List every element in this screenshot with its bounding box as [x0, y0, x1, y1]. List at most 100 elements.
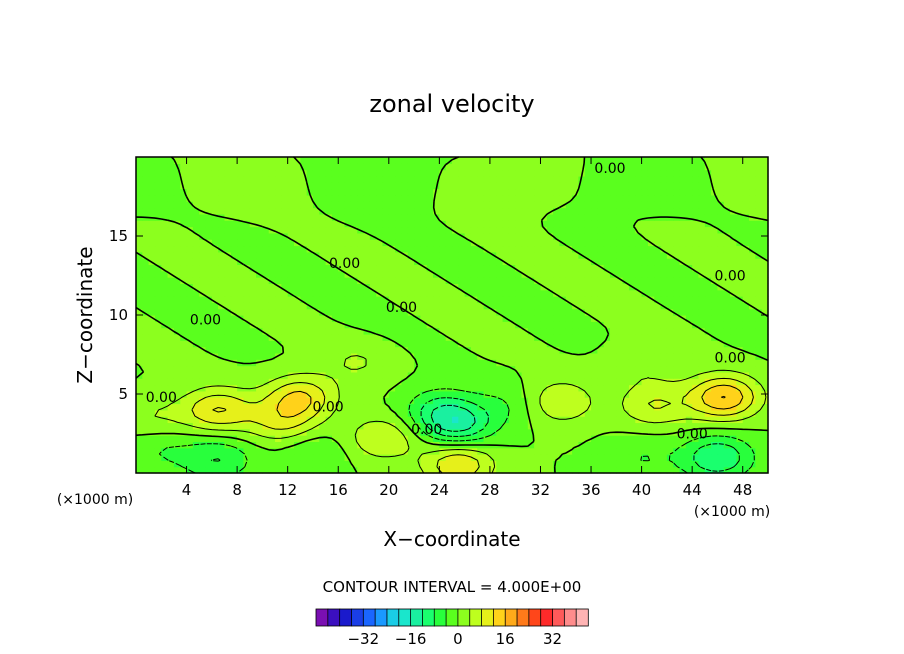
field-cell [572, 188, 579, 196]
field-cell [527, 296, 535, 303]
field-cell [287, 466, 295, 474]
field-cell [572, 321, 579, 329]
field-cell [603, 264, 611, 272]
field-cell [211, 232, 219, 240]
field-cell [578, 207, 586, 215]
field-cell [578, 359, 586, 367]
field-cell [180, 232, 188, 240]
field-cell [395, 333, 403, 341]
field-cell [211, 403, 219, 411]
field-cell [685, 182, 693, 190]
field-cell [508, 201, 516, 209]
field-cell [641, 245, 649, 253]
field-cell [730, 352, 737, 360]
field-cell [363, 251, 371, 259]
field-cell [363, 163, 371, 171]
field-cell [477, 346, 485, 354]
field-cell [622, 157, 630, 164]
field-cell [262, 175, 270, 183]
field-cell [483, 232, 491, 240]
field-cell [660, 390, 668, 398]
field-cell [319, 352, 327, 360]
field-cell [287, 239, 295, 247]
field-cell [281, 157, 289, 164]
field-cell [439, 416, 447, 424]
field-cell [325, 365, 333, 373]
field-cell [275, 397, 282, 405]
field-cell [654, 365, 662, 373]
field-cell [685, 378, 693, 386]
field-cell [666, 428, 674, 436]
field-cell [148, 283, 156, 291]
field-cell [521, 365, 529, 373]
field-cell [294, 245, 301, 253]
field-cell [388, 447, 396, 455]
field-cell [616, 302, 624, 310]
field-cell [685, 239, 693, 247]
field-cell [249, 365, 257, 373]
field-cell [723, 422, 731, 430]
field-cell [673, 397, 681, 405]
field-cell [597, 466, 605, 474]
field-cell [546, 428, 554, 436]
field-cell [439, 169, 447, 177]
field-cell [294, 359, 301, 367]
field-cell [186, 403, 194, 411]
field-cell [553, 384, 561, 392]
field-cell [142, 447, 150, 455]
field-cell [572, 365, 579, 373]
field-cell [224, 283, 232, 291]
field-cell [515, 460, 523, 468]
field-cell [572, 416, 579, 424]
field-cell [692, 302, 700, 310]
field-cell [369, 403, 377, 411]
field-cell [287, 422, 295, 430]
field-cell [161, 378, 169, 386]
field-cell [256, 454, 263, 461]
field-cell [470, 321, 478, 329]
field-cell [224, 308, 232, 316]
field-cell [363, 447, 371, 455]
field-cell [679, 175, 687, 183]
field-cell [414, 169, 421, 177]
field-cell [723, 416, 731, 424]
field-cell [717, 397, 725, 405]
field-cell [426, 454, 434, 461]
field-cell [167, 251, 175, 259]
field-cell [243, 352, 251, 360]
field-cell [319, 283, 327, 291]
field-cell [350, 447, 358, 455]
field-cell [401, 447, 409, 455]
field-cell [521, 283, 529, 291]
field-cell [546, 327, 554, 335]
field-cell [730, 308, 737, 316]
field-cell [268, 390, 276, 398]
field-cell [287, 213, 295, 221]
field-cell [243, 416, 251, 424]
field-cell [319, 277, 327, 284]
field-cell [300, 157, 308, 164]
field-cell [755, 169, 763, 177]
field-cell [407, 359, 415, 367]
field-cell [666, 207, 674, 215]
field-cell [230, 422, 238, 430]
field-cell [192, 251, 200, 259]
field-cell [685, 460, 693, 468]
field-cell [199, 454, 207, 461]
field-cell [647, 277, 655, 284]
field-cell [622, 315, 630, 322]
field-cell [230, 416, 238, 424]
field-cell [300, 283, 308, 291]
field-cell [761, 378, 769, 386]
field-cell [420, 466, 428, 474]
field-cell [256, 435, 263, 442]
field-cell [369, 422, 377, 430]
field-cell [660, 289, 668, 297]
field-cell [338, 302, 346, 310]
field-cell [249, 213, 257, 221]
field-cell [464, 422, 472, 430]
field-cell [527, 245, 535, 253]
field-cell [692, 175, 700, 183]
field-cell [717, 435, 725, 442]
field-cell [540, 352, 548, 360]
